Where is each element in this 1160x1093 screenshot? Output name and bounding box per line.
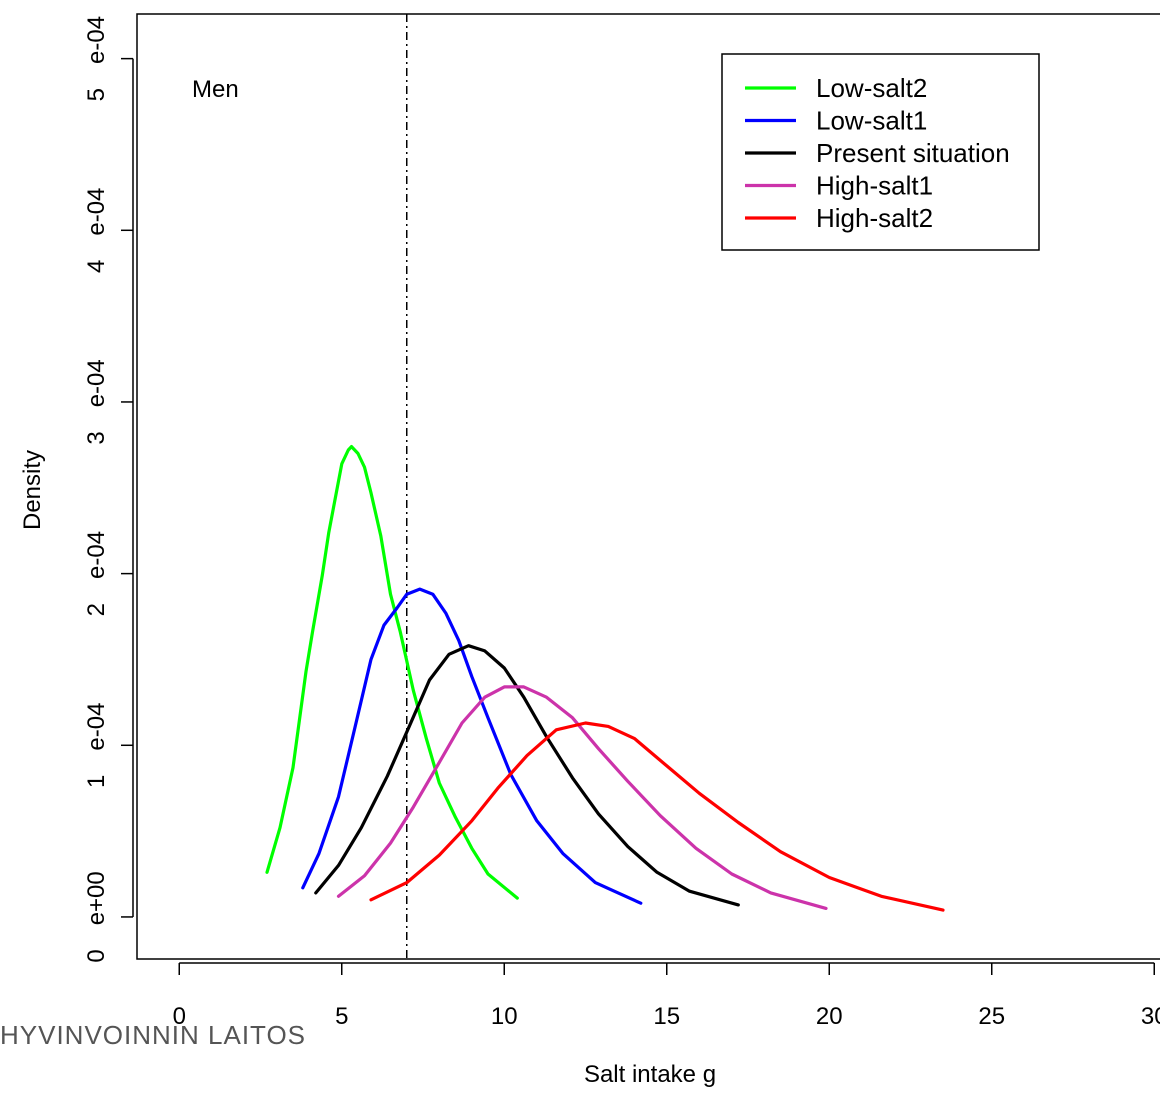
footer-brand-text: HYVINVOINNIN LAITOS: [0, 1020, 307, 1050]
x-tick-label: 10: [491, 1003, 518, 1030]
panel-label: Men: [192, 76, 239, 103]
series-line-low-salt1: [301, 587, 643, 905]
y-axis: 0e+00 1e-04 2e-04 3e-04 4e-04 5e-04: [83, 16, 134, 963]
y-tick-label: 2e-04: [83, 531, 110, 616]
x-axis: 0 5 10 15 20 25 30: [173, 962, 1160, 1030]
series-line-high-salt1: [336, 685, 828, 911]
plot-frame: [136, 13, 1160, 960]
y-tick-label: 3e-04: [83, 359, 110, 444]
legend-label-low-salt1: Low-salt1: [816, 106, 927, 136]
x-axis-title: Salt intake g: [584, 1061, 716, 1088]
x-tick-label: 25: [978, 1003, 1005, 1030]
y-tick-label: 1e-04: [83, 703, 110, 788]
x-tick-label: 0: [173, 1003, 186, 1030]
legend-label-present-situation: Present situation: [816, 138, 1010, 168]
series-group: [265, 445, 945, 912]
series-line-high-salt2: [369, 721, 945, 912]
x-tick-label: 30: [1141, 1003, 1160, 1030]
x-tick-label: 15: [653, 1003, 680, 1030]
legend-label-high-salt2: High-salt2: [816, 203, 933, 233]
y-axis-title: Density: [19, 450, 46, 530]
series-line-present-situation: [314, 644, 740, 907]
legend-label-high-salt1: High-salt1: [816, 171, 933, 201]
series-line-low-salt2: [265, 445, 519, 900]
x-tick-label: 5: [335, 1003, 348, 1030]
y-tick-label: 4e-04: [83, 188, 110, 273]
y-tick-label: 5e-04: [83, 16, 110, 101]
y-tick-label: 0e+00: [83, 871, 110, 962]
x-tick-label: 20: [816, 1003, 843, 1030]
legend-label-low-salt2: Low-salt2: [816, 73, 927, 103]
